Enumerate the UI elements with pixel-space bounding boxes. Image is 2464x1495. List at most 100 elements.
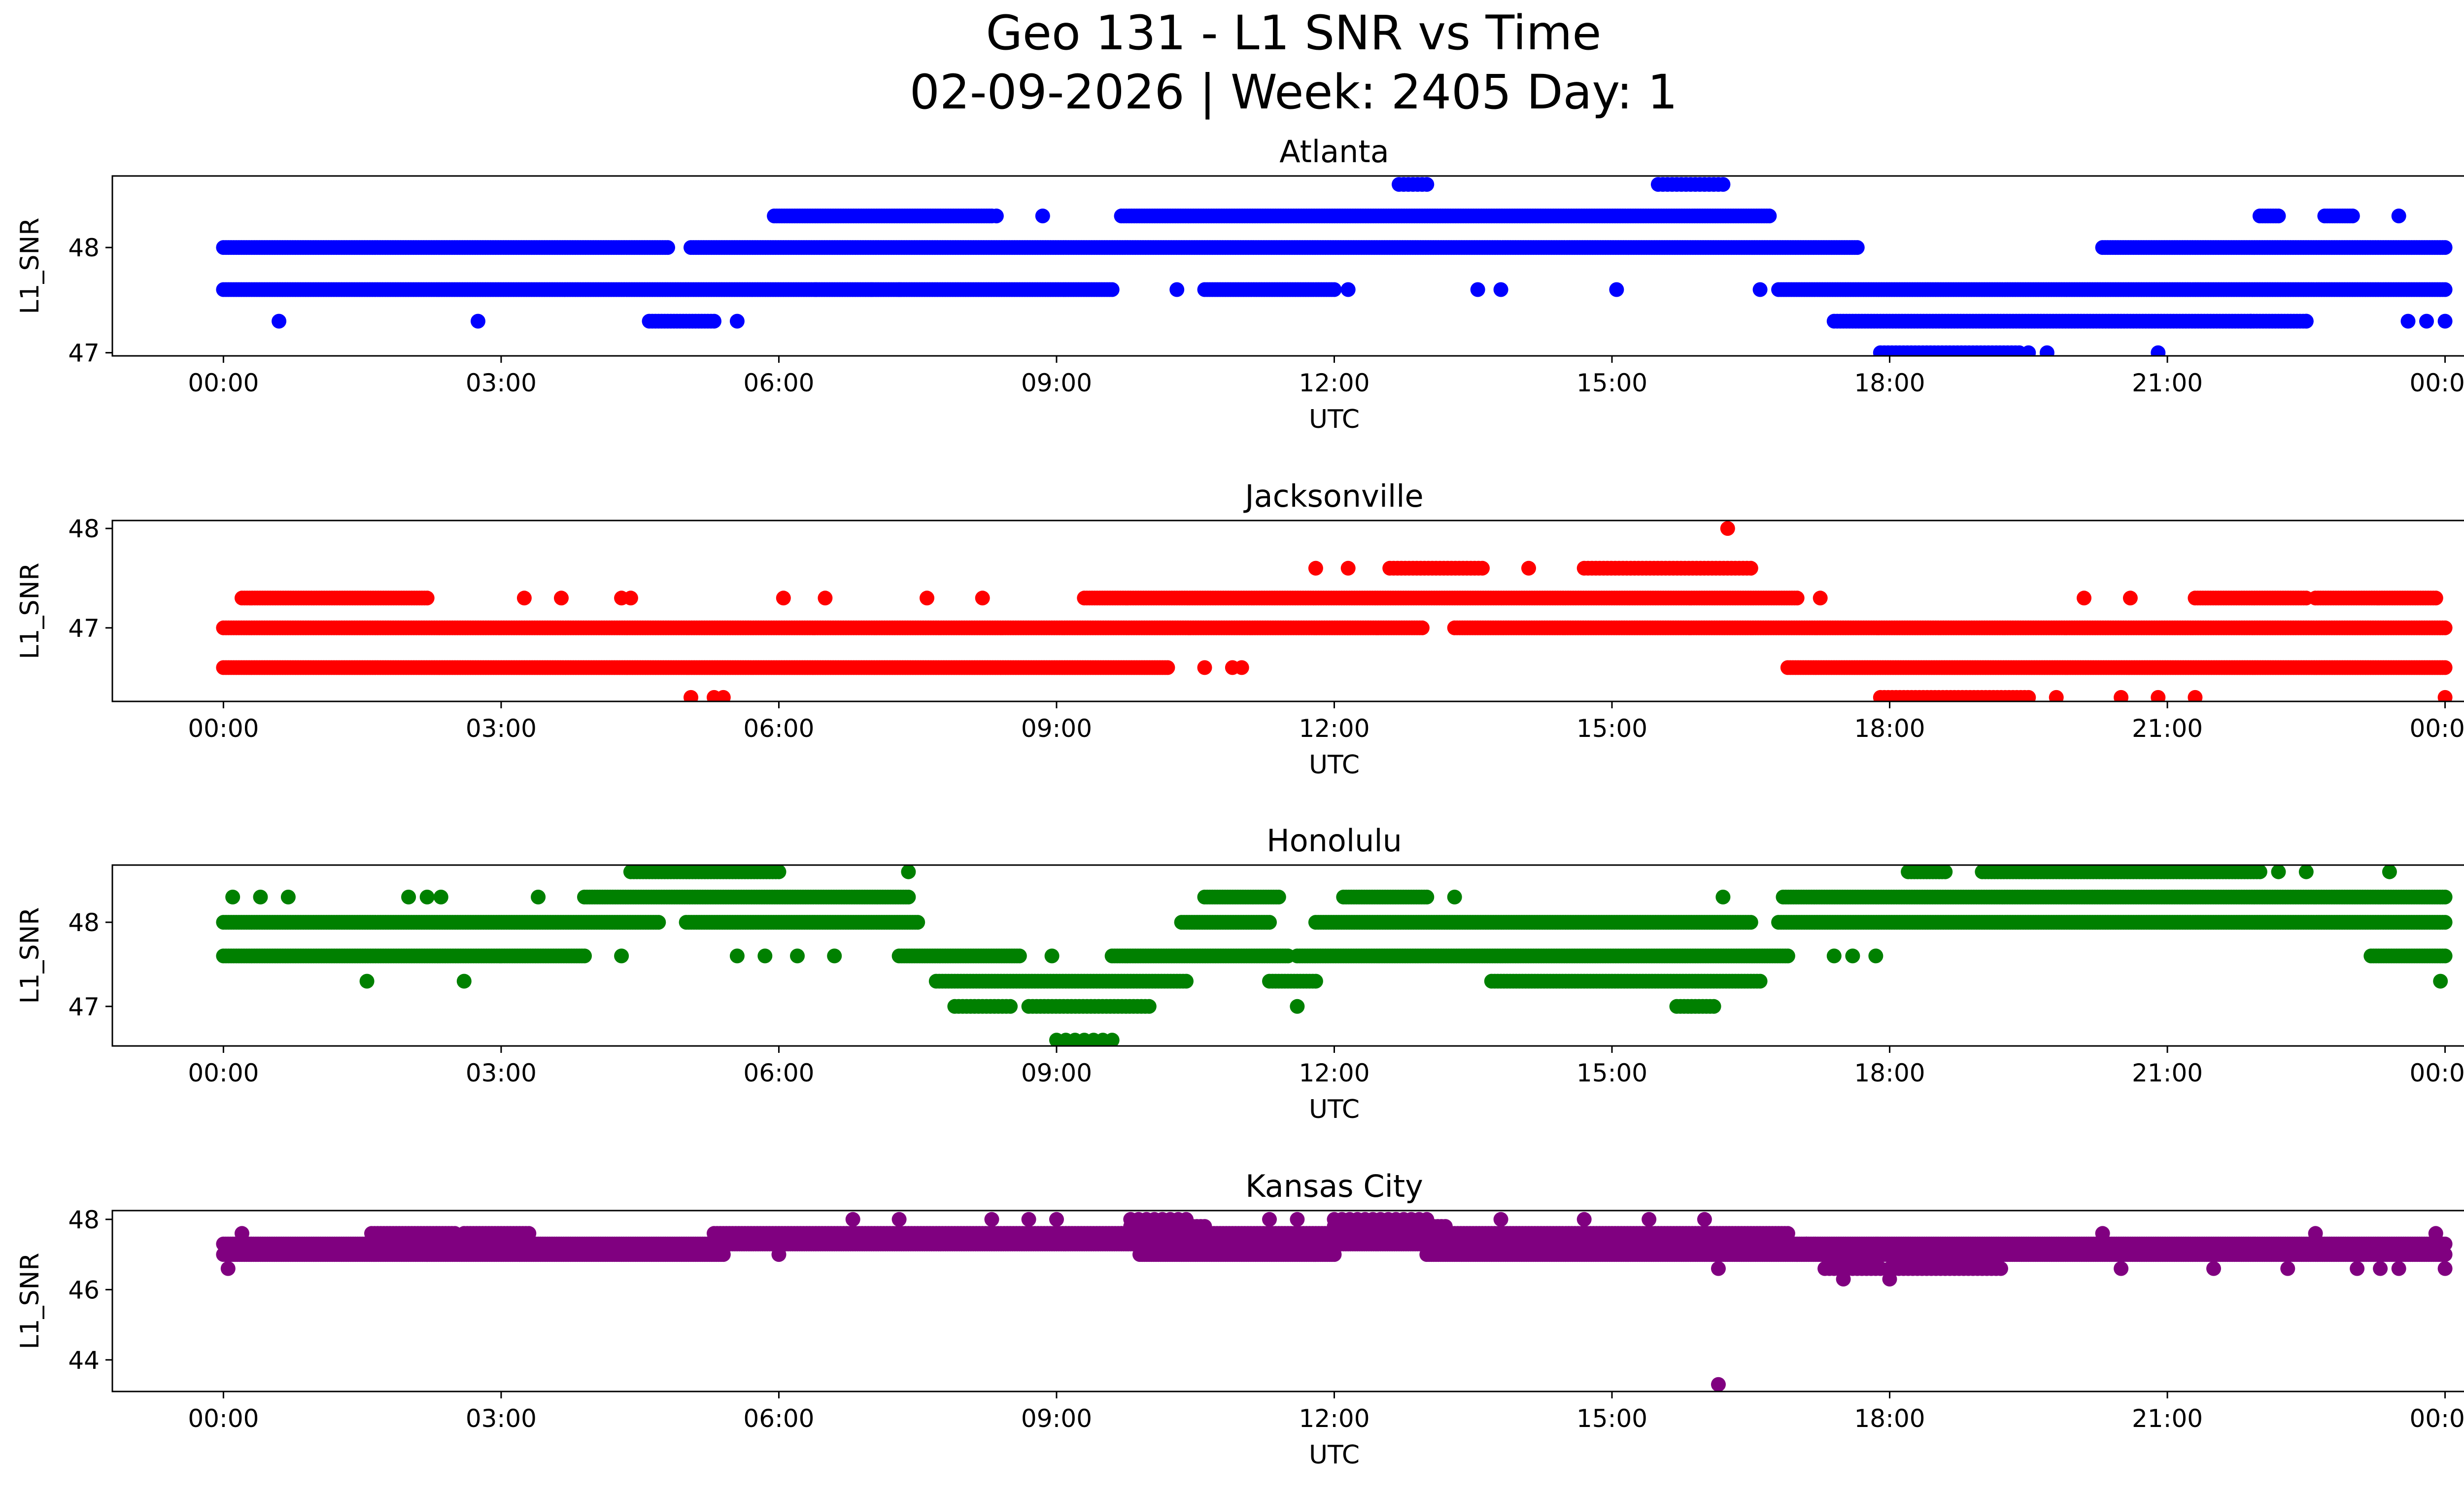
data-point [2188,690,2203,701]
data-point [975,591,990,606]
data-point [2437,313,2453,329]
x-axis-label-atlanta: UTC [1309,405,1360,434]
data-point [1849,240,1865,255]
data-point [1743,915,1758,930]
data-point [1752,282,1768,297]
x-tick-label: 00:00 [2410,369,2464,397]
data-point [1475,560,1490,576]
data-point [864,282,879,297]
data-point [2151,690,2166,701]
data-point [716,690,731,701]
x-tick-label: 18:00 [1854,369,1925,397]
data-point [1609,282,1624,297]
data-point [1327,282,1342,297]
data-point [1104,282,1120,297]
x-axis-label-jacksonville: UTC [1309,750,1360,780]
data-point [660,240,675,255]
data-point [1197,660,1212,675]
data-point [1715,177,1731,192]
x-tick-label: 15:00 [1576,369,1647,397]
data-point [2114,690,2129,701]
data-point [2122,591,2138,606]
data-point [623,591,638,606]
data-point [2039,345,2054,356]
data-point [2419,313,2434,329]
data-point [272,313,287,329]
y-tick-label: 47 [68,614,100,643]
x-tick-label: 09:00 [1021,369,1092,397]
data-point [1789,591,1805,606]
x-tick-label: 12:00 [1299,714,1369,743]
data-point [1720,521,1735,536]
x-tick-label: 00:00 [188,369,259,397]
panel-title-atlanta: Atlanta [1279,134,1389,170]
data-point [2437,620,2453,635]
x-tick-label: 00:00 [2410,714,2464,743]
markers-atlanta [216,177,2453,356]
data-point [471,313,485,329]
data-point [920,591,934,606]
data-point [989,209,1004,224]
data-point [707,313,721,329]
y-tick-label: 47 [68,339,100,368]
data-point [1308,560,1323,576]
data-point [1035,209,1050,224]
data-point [2271,209,2286,224]
data-point [1493,282,1508,297]
data-point [1470,282,1485,297]
panel-atlanta: Atlanta 00:00 03:00 06:00 09:00 12:00 15:00 18:… [15,134,2464,434]
data-point [2021,345,2036,356]
x-tick-label: 21:00 [2132,714,2203,743]
data-point [1743,560,1758,576]
x-tick-label: 12:00 [1299,369,1369,397]
data-point [2049,690,2064,701]
data-point [2021,690,2036,701]
data-point [1234,660,1249,675]
data-point [2437,915,2453,930]
data-point [1262,915,1277,930]
data-point [516,591,532,606]
data-point [2391,209,2406,224]
data-point [2345,209,2360,224]
figure-title-line2: 02-09-2026 | Week: 2405 Day: 1 [910,65,1678,120]
data-point [729,313,745,329]
data-point [2437,240,2453,255]
data-point [808,282,823,297]
data-point [1414,620,1430,635]
data-point [2243,313,2259,329]
data-point [776,591,791,606]
x-tick-label: 18:00 [1854,714,1925,743]
data-point [1521,560,1536,576]
x-tick-label: 21:00 [2132,369,2203,397]
data-point [1340,560,1356,576]
data-point [910,915,925,930]
data-point [818,591,833,606]
y-tick-label: 48 [68,234,100,262]
data-point [1340,282,1356,297]
data-point [2400,313,2416,329]
x-tick-label: 03:00 [466,369,537,397]
data-point [684,690,698,701]
figure-title-line1: Geo 131 - L1 SNR vs Time [986,5,1602,61]
x-tick-label: 03:00 [466,714,537,743]
data-point [2151,345,2166,356]
x-tick-label: 09:00 [1021,714,1092,743]
data-point [651,915,666,930]
data-point [2298,313,2314,329]
data-point [419,591,435,606]
y-tick-label: 48 [68,515,100,543]
x-tick-label: 06:00 [743,369,814,397]
data-point [2077,591,2091,606]
data-point [1813,591,1828,606]
x-tick-label: 00:00 [188,714,259,743]
x-tick-label: 15:00 [1576,714,1647,743]
panel-title-honolulu: Honolulu [1266,823,1402,859]
data-point [1762,209,1777,224]
data-point [1419,177,1435,192]
data-point [554,591,569,606]
y-axis-label-jacksonville: L1_SNR [15,562,45,659]
data-point [2437,660,2453,675]
data-point [1169,282,1185,297]
